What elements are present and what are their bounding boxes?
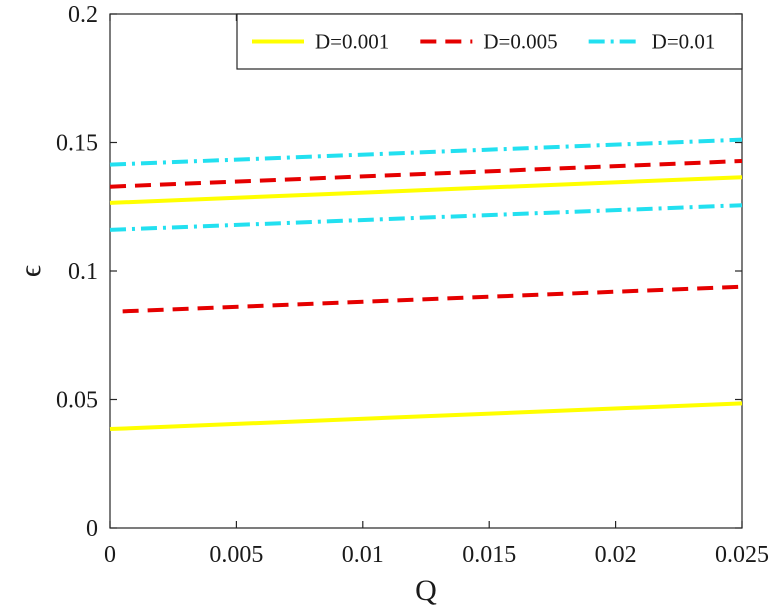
x-axis-label: Q bbox=[415, 574, 437, 607]
series-line-d-0-001 bbox=[109, 401, 743, 432]
tick-layer: 0 0.005 0.01 0.015 0.02 0.025 0 0.05 0.1 0.15 0.2 bbox=[56, 2, 769, 568]
plot-area bbox=[109, 13, 743, 529]
legend-label: D=0.001 bbox=[315, 30, 389, 54]
series-line-d-0-01 bbox=[109, 203, 743, 232]
x-tick-label: 0.015 bbox=[462, 542, 516, 568]
series-line-d-0-005 bbox=[109, 159, 743, 189]
legend-label: D=0.005 bbox=[483, 30, 557, 54]
series-layer bbox=[109, 137, 743, 432]
series-line-d-0-001 bbox=[109, 175, 743, 205]
y-tick-label: 0.1 bbox=[68, 259, 98, 285]
x-tick-label: 0 bbox=[104, 542, 116, 568]
legend-box bbox=[236, 13, 743, 70]
legend-label: D=0.01 bbox=[652, 30, 716, 54]
series-line-d-0-005 bbox=[122, 284, 743, 314]
y-tick-label: 0.15 bbox=[56, 131, 98, 157]
x-tick-label: 0.01 bbox=[342, 542, 384, 568]
legend: D=0.001 D=0.005 D=0.01 bbox=[236, 13, 743, 70]
y-tick-label: 0.2 bbox=[68, 2, 98, 28]
x-tick-label: 0.025 bbox=[715, 542, 769, 568]
x-tick-label: 0.02 bbox=[595, 542, 637, 568]
y-axis-label: ϵ bbox=[14, 265, 47, 277]
x-tick-label: 0.005 bbox=[209, 542, 263, 568]
y-tick-label: 0 bbox=[86, 516, 98, 542]
series-line-d-0-01 bbox=[109, 137, 743, 167]
y-tick-label: 0.05 bbox=[56, 388, 98, 414]
